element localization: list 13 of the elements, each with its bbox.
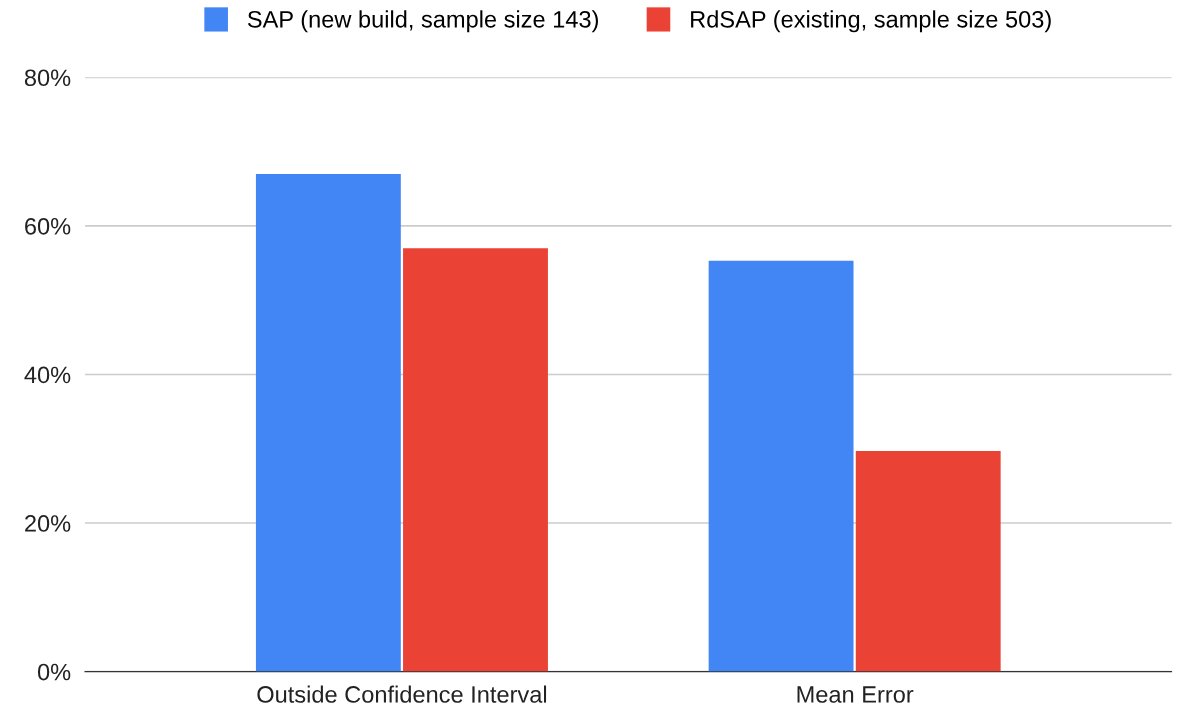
legend-label: SAP (new build, sample size 143) [247, 10, 598, 33]
legend-label: RdSAP (existing, sample size 503) [691, 10, 1051, 33]
x-tick-label: Mean Error [797, 686, 914, 703]
y-tick-label: 20% [25, 515, 71, 532]
y-tick-label: 40% [24, 366, 71, 384]
x-tick-label: Outside Confidence Interval [257, 685, 547, 703]
bar [855, 450, 1001, 672]
y-tick-label: 60% [25, 217, 71, 235]
bar [403, 248, 548, 672]
bar [255, 173, 401, 672]
y-tick-label: 0% [37, 663, 71, 681]
bar [708, 260, 854, 672]
y-tick-label: 80% [24, 69, 71, 87]
